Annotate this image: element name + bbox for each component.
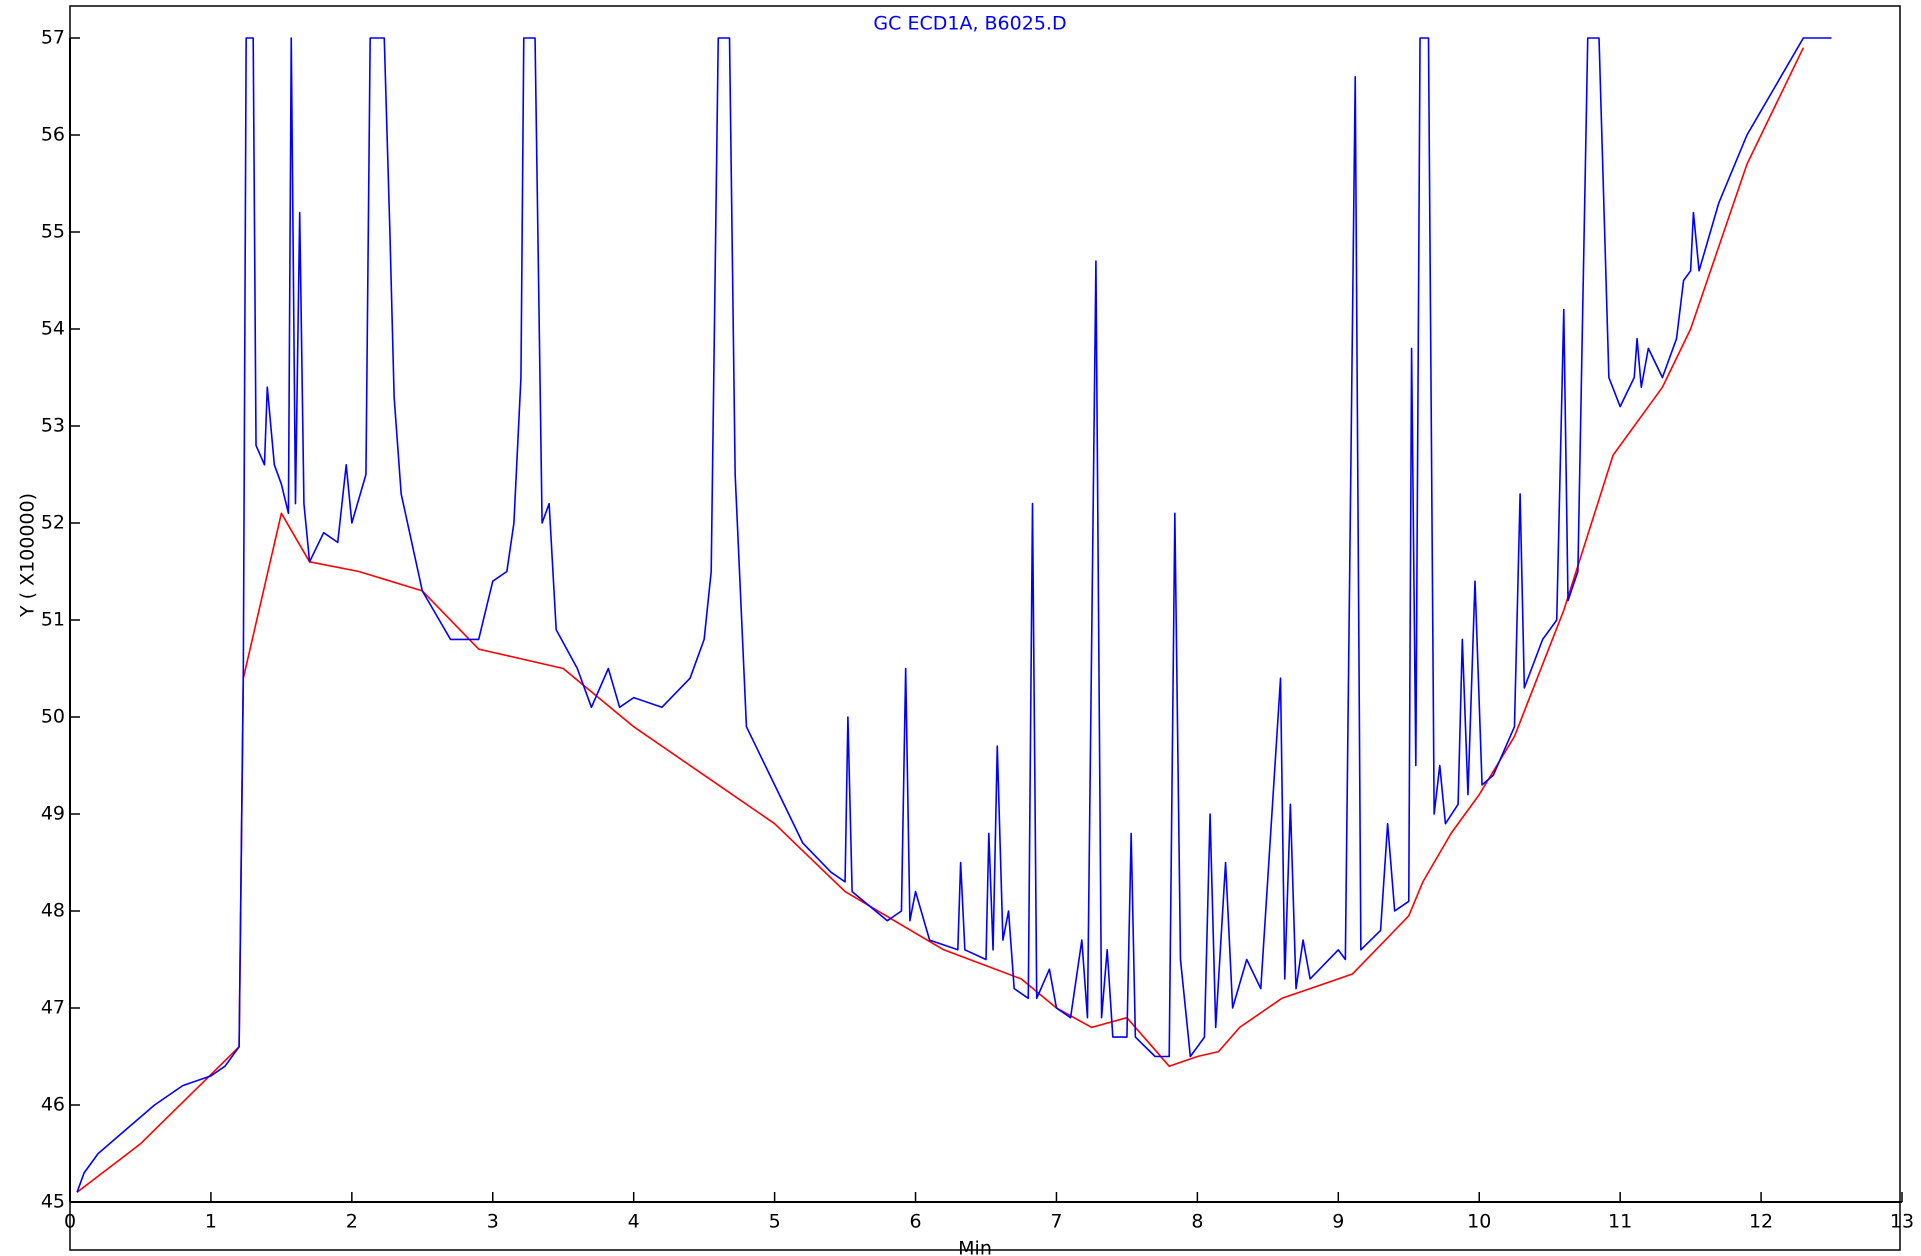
x-tick-label: 1 (205, 1211, 217, 1233)
y-tick-label: 54 (41, 318, 65, 340)
x-tick-label: 6 (909, 1211, 921, 1233)
y-axis-label: Y ( X100000) (17, 493, 39, 618)
y-tick-label: 53 (41, 415, 65, 437)
y-tick-label: 55 (41, 221, 65, 243)
x-tick-label: 0 (64, 1211, 76, 1233)
y-tick-label: 49 (41, 803, 65, 825)
y-tick-label: 48 (41, 900, 65, 922)
x-axis-label: Min (958, 1238, 992, 1256)
y-tick-label: 56 (41, 124, 65, 146)
x-tick-label: 11 (1608, 1211, 1632, 1233)
series-line (76, 47, 1805, 1193)
x-tick-label: 4 (628, 1211, 640, 1233)
y-tick-label: 46 (41, 1094, 65, 1116)
x-tick-label: 12 (1749, 1211, 1773, 1233)
frame (69, 5, 1901, 1251)
y-tick-label: 57 (41, 27, 65, 49)
x-tick-label: 2 (346, 1211, 358, 1233)
y-tick-label: 51 (41, 609, 65, 631)
x-tick-label: 5 (769, 1211, 781, 1233)
y-tick-label: 47 (41, 997, 65, 1019)
x-tick-label: 3 (487, 1211, 499, 1233)
y-tick-label: 52 (41, 512, 65, 534)
y-tick-label: 50 (41, 706, 65, 728)
x-tick-label: 10 (1467, 1211, 1491, 1233)
y-tick-label: 45 (41, 1191, 65, 1213)
x-tick-label: 7 (1050, 1211, 1062, 1233)
x-tick-label: 9 (1332, 1211, 1344, 1233)
series-line (76, 37, 1832, 1193)
x-tick-label: 13 (1890, 1211, 1914, 1233)
x-tick-label: 8 (1191, 1211, 1203, 1233)
chart-title: GC ECD1A, B6025.D (873, 13, 1066, 35)
